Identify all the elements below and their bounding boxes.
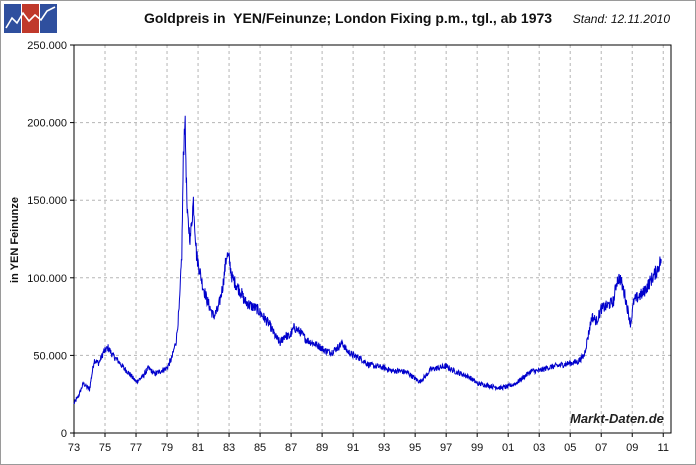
x-tick-label-10: 93 [378, 442, 390, 454]
logo-tile-3 [40, 4, 57, 33]
grid-lines [74, 44, 671, 433]
x-tick-label-0: 73 [68, 442, 80, 454]
x-tick-labels: 73 75 77 79 81 83 85 87 89 91 93 95 97 99 01 03 05 07 09 11 [68, 442, 669, 454]
x-tick-label-2: 77 [130, 442, 142, 454]
y-tick-label-5: 250.000 [27, 40, 67, 52]
logo-icon [4, 4, 57, 33]
x-tick-label-12: 97 [440, 442, 452, 454]
y-tick-label-4: 200.000 [27, 118, 67, 130]
y-tick-label-0: 0 [61, 428, 67, 440]
x-tick-label-13: 99 [471, 442, 483, 454]
x-tick-label-3: 79 [161, 442, 173, 454]
x-tick-label-8: 89 [316, 442, 328, 454]
x-tick-label-5: 83 [223, 442, 235, 454]
series-line-gold-price [73, 115, 662, 405]
x-tick-label-1: 75 [99, 442, 111, 454]
axes [70, 44, 672, 437]
chart-title: Goldpreis in YEN/Feinunze; London Fixing… [143, 10, 553, 26]
x-tick-label-16: 05 [564, 442, 576, 454]
x-tick-label-6: 85 [254, 442, 266, 454]
x-tick-label-11: 95 [409, 442, 421, 454]
x-tick-label-15: 03 [533, 442, 545, 454]
x-tick-label-19: 11 [658, 442, 669, 454]
stand-date: Stand: 12.11.2010 [572, 12, 670, 26]
x-tick-label-17: 07 [595, 442, 607, 454]
x-tick-label-18: 09 [626, 442, 638, 454]
plot-area-border [73, 44, 672, 434]
logo-trend-line [5, 6, 56, 29]
x-tick-label-9: 91 [347, 442, 359, 454]
y-tick-label-3: 150.000 [27, 195, 67, 207]
x-tick-label-4: 81 [192, 442, 204, 454]
x-tick-label-14: 01 [502, 442, 514, 454]
y-tick-labels: 0 50.000 100.000 150.000 200.000 250.000 [27, 40, 67, 440]
y-tick-label-1: 50.000 [33, 350, 67, 362]
watermark: Markt-Daten.de [570, 411, 664, 426]
x-tick-label-7: 87 [285, 442, 297, 454]
y-tick-label-2: 100.000 [27, 273, 67, 285]
